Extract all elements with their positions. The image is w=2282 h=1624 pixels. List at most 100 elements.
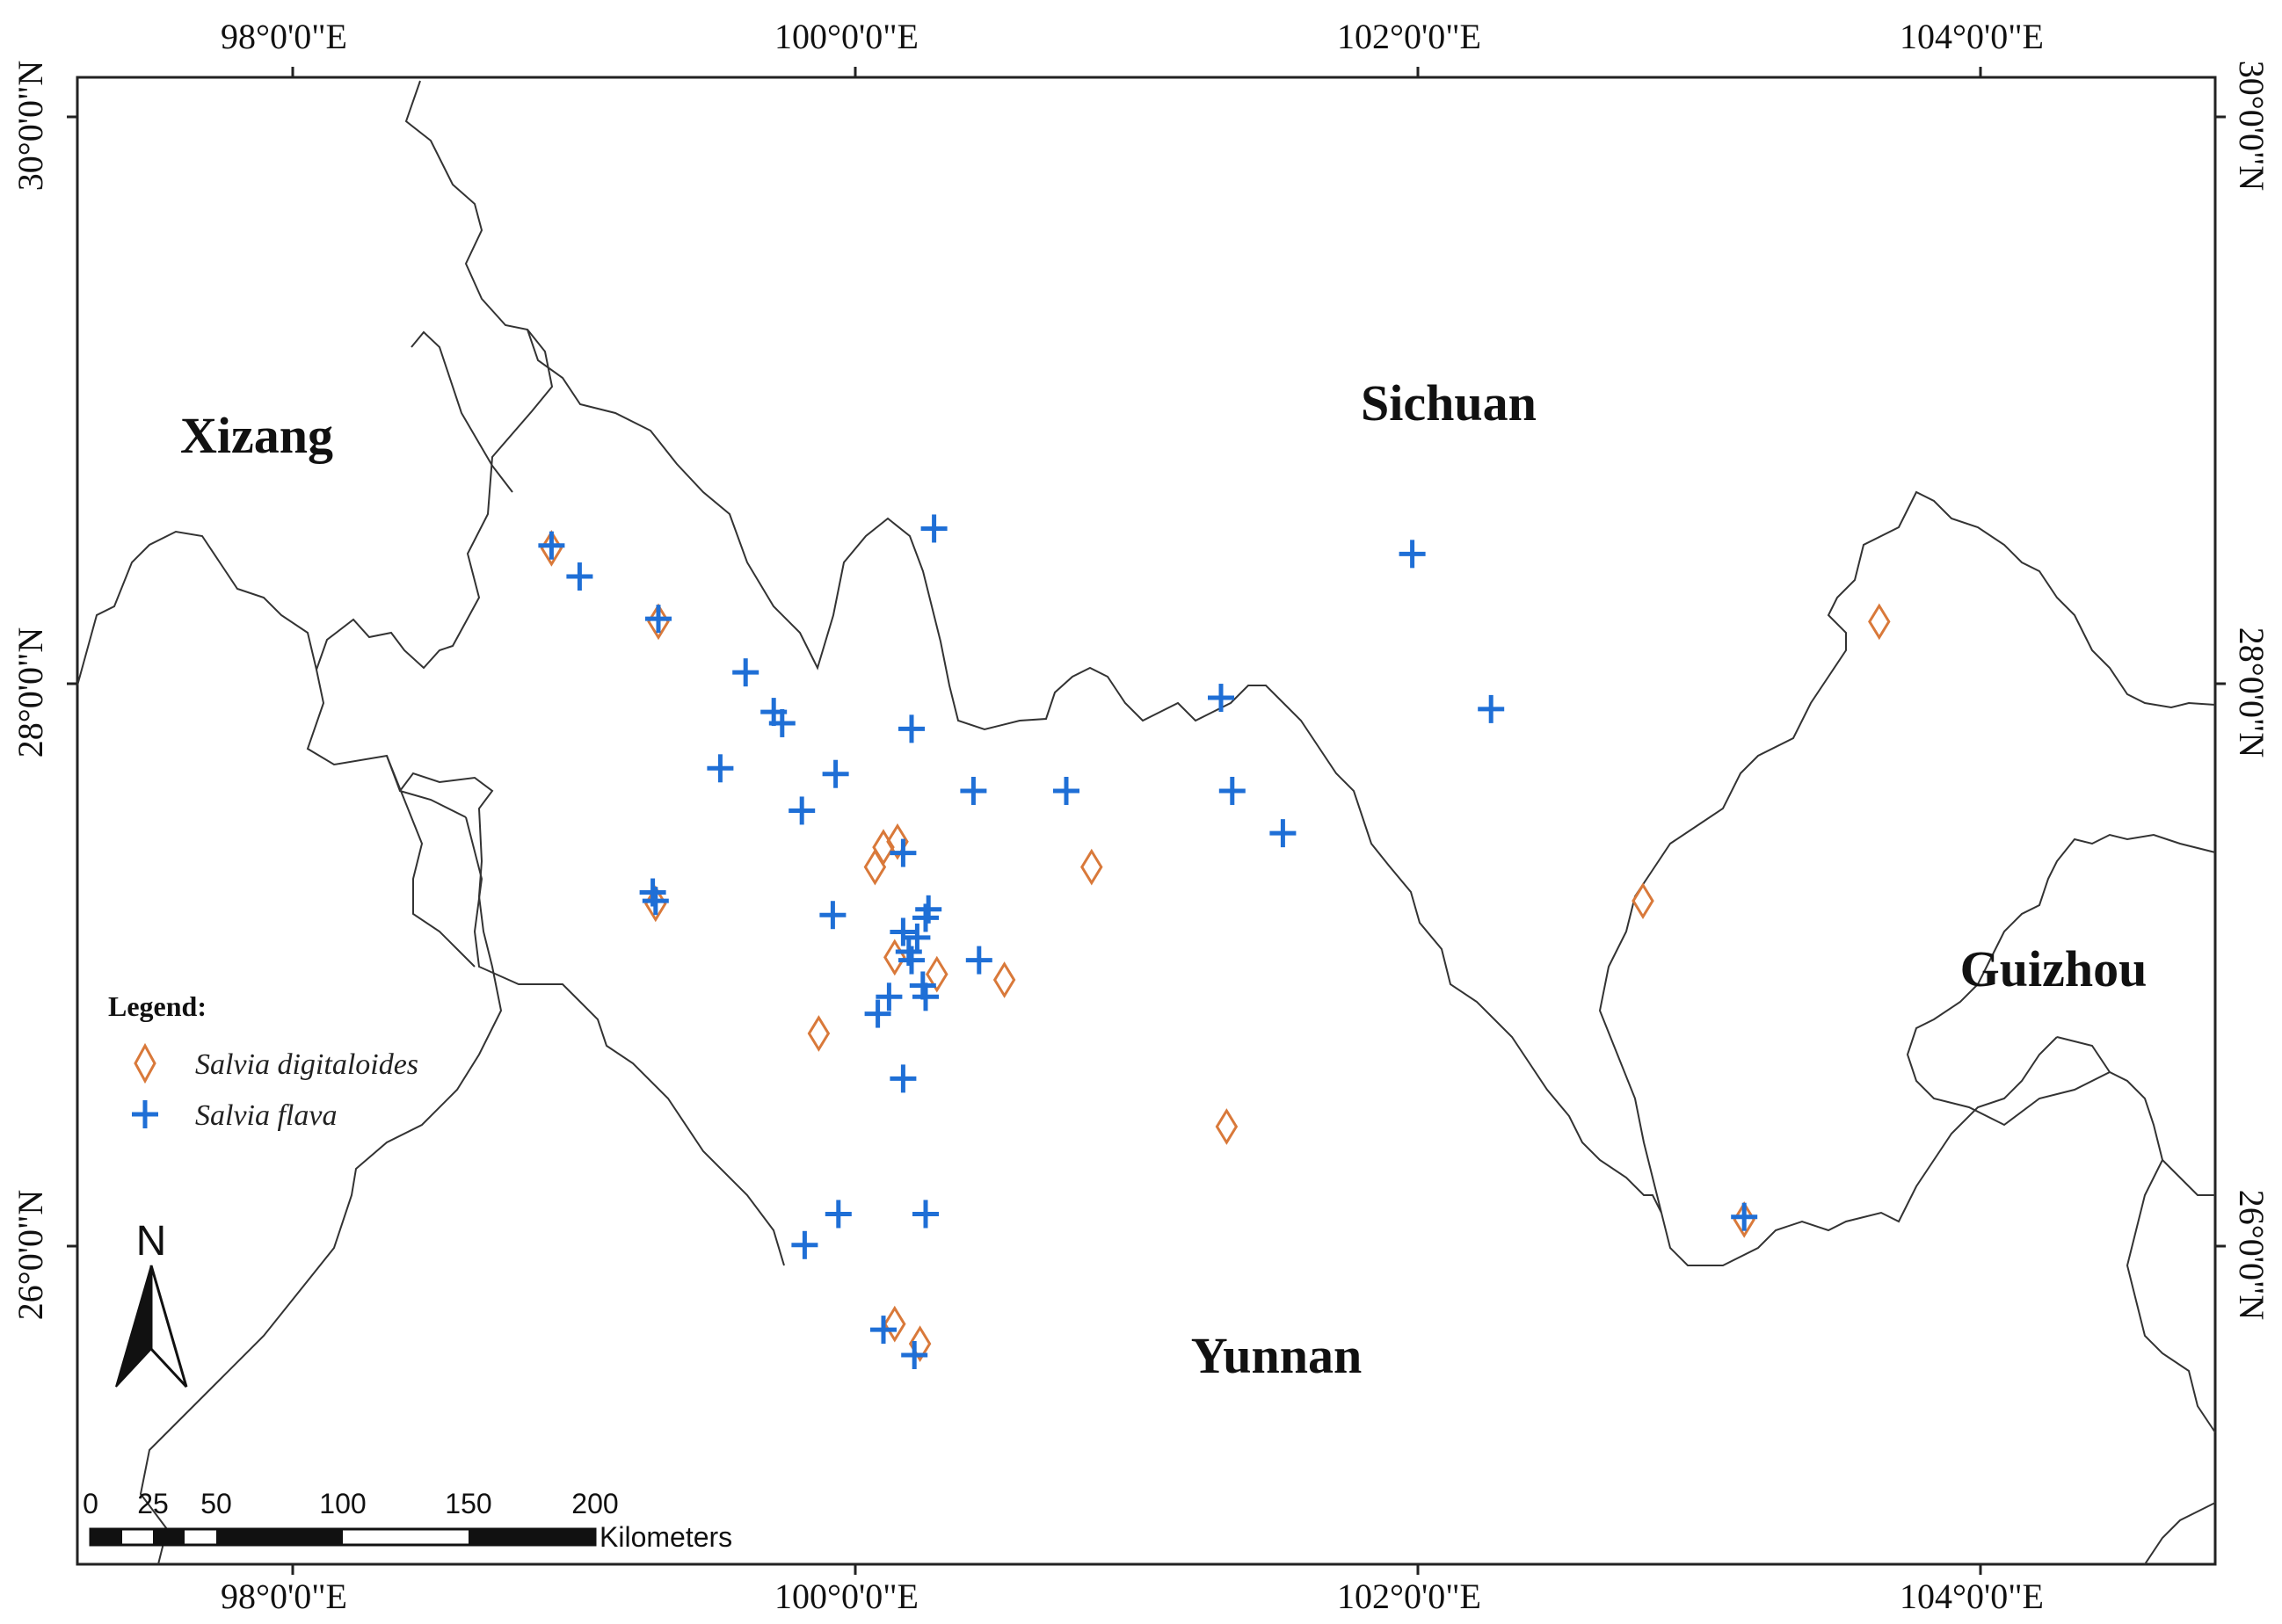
sichuan-yunnan-border-north	[465, 816, 785, 1266]
scale-tick-label: 150	[445, 1488, 491, 1519]
salvia-flava-point	[566, 562, 593, 591]
sichuan-yunnan-border-east	[1661, 1036, 2058, 1266]
salvia-flava-point	[890, 838, 917, 867]
salvia-flava-point	[898, 946, 925, 975]
salvia-flava-point	[1208, 684, 1234, 713]
scale-tick-label: 25	[137, 1488, 169, 1519]
lat-tick-label-right: 30°0'0"N	[2232, 61, 2271, 191]
salvia-flava-point	[538, 531, 565, 560]
salvia-flava-point	[864, 999, 891, 1028]
north-arrow-label: N	[136, 1218, 167, 1265]
salvia-digitaloides-point	[1632, 882, 1654, 920]
salvia-flava-point	[1478, 694, 1505, 723]
lon-tick-label-bottom: 102°0'0"E	[1337, 1577, 1481, 1616]
salvia-flava-point	[960, 776, 987, 805]
salvia-flava-point	[904, 923, 931, 952]
axis-ticks	[67, 67, 2226, 1575]
scale-segment	[153, 1529, 185, 1545]
yunnan-xizang-border-west	[76, 530, 317, 686]
salvia-flava-point	[890, 917, 917, 946]
scale-segment	[469, 1529, 595, 1545]
sichuan-guizhou-border	[1598, 490, 2216, 1214]
yunnan-border-bottom-right	[2144, 1502, 2216, 1565]
lon-tick-label-top: 104°0'0"E	[1900, 17, 2044, 56]
region-label-xizang: Xizang	[180, 407, 333, 464]
legend-label-flava: Salvia flava	[195, 1099, 337, 1132]
salvia-digitaloides-point	[540, 530, 563, 567]
salvia-flava-point	[912, 982, 939, 1011]
province-borders	[76, 80, 2216, 1565]
region-label-sichuan: Sichuan	[1361, 374, 1537, 431]
salvia-flava-point	[819, 901, 847, 930]
salvia-flava-point	[645, 605, 672, 634]
scale-unit-label: Kilometers	[600, 1521, 732, 1553]
lat-tick-label-right: 26°0'0"N	[2232, 1190, 2271, 1320]
salvia-flava-point	[890, 1064, 917, 1093]
salvia-digitaloides-point	[1080, 848, 1103, 886]
salvia-flava-point	[912, 903, 939, 932]
lat-tick-label-left: 26°0'0"N	[11, 1190, 50, 1320]
scale-segment	[216, 1529, 343, 1545]
salvia-flava-point	[1399, 540, 1426, 569]
salvia-flava-point	[768, 708, 796, 737]
scale-tick-label: 0	[83, 1488, 98, 1519]
salvia-flava-point	[965, 946, 992, 975]
salvia-digitaloides-point	[1215, 1108, 1239, 1145]
map-frame	[76, 76, 2217, 1566]
salvia-flava-point	[1731, 1202, 1758, 1231]
yunnan-myanmar-border	[139, 755, 503, 1565]
sichuan-border-upper	[527, 329, 1662, 1214]
salvia-digitaloides-point	[992, 961, 1016, 998]
salvia-digitaloides-point	[926, 955, 948, 993]
salvia-flava-point	[642, 887, 669, 916]
salvia-digitaloides-points	[540, 530, 1891, 1363]
legend-title: Legend:	[108, 990, 207, 1022]
salvia-flava-point	[732, 658, 759, 687]
xizang-inner-border	[411, 330, 513, 493]
north-arrow-right-icon	[149, 1265, 188, 1388]
salvia-flava-points	[538, 514, 1758, 1369]
salvia-flava-point	[870, 1316, 897, 1345]
lat-tick-label-left: 28°0'0"N	[11, 627, 50, 758]
lon-tick-label-top: 98°0'0"E	[221, 17, 347, 56]
salvia-flava-point	[912, 1200, 939, 1229]
salvia-flava-point	[1269, 819, 1297, 848]
north-arrow: N	[115, 1218, 188, 1388]
xizang-sichuan-border	[306, 80, 554, 818]
salvia-flava-point	[876, 982, 903, 1011]
lon-tick-label-top: 100°0'0"E	[774, 17, 919, 56]
salvia-digitaloides-point	[644, 885, 667, 923]
salvia-digitaloides-point	[1733, 1201, 1755, 1238]
salvia-digitaloides-point	[886, 823, 909, 860]
region-label-yunnan: Yunnan	[1191, 1327, 1363, 1384]
salvia-flava-point	[707, 754, 734, 783]
lon-tick-label-bottom: 98°0'0"E	[221, 1577, 347, 1616]
salvia-digitaloides-point	[908, 1325, 932, 1363]
salvia-flava-point	[1053, 776, 1079, 805]
lon-tick-label-bottom: 104°0'0"E	[1900, 1577, 2044, 1616]
scale-bar: 0 25 50 100 150 200 Kilometers	[83, 1488, 732, 1553]
scale-tick-label: 50	[200, 1488, 232, 1519]
region-label-guizhou: Guizhou	[1960, 940, 2148, 997]
lon-tick-label-top: 102°0'0"E	[1337, 17, 1481, 56]
salvia-flava-point	[822, 759, 849, 788]
salvia-digitaloides-point	[807, 1015, 831, 1052]
scale-tick-label: 100	[319, 1488, 366, 1519]
salvia-digitaloides-point	[647, 603, 670, 641]
lon-tick-label-bottom: 100°0'0"E	[774, 1577, 919, 1616]
salvia-flava-point	[789, 796, 816, 825]
lat-tick-label-right: 28°0'0"N	[2232, 627, 2271, 758]
guizhou-border-lower	[2056, 1036, 2215, 1196]
salvia-flava-point	[920, 514, 948, 543]
salvia-digitaloides-point	[863, 848, 887, 886]
legend: Legend: Salvia digitaloides Salvia flava	[108, 990, 418, 1132]
scale-segment	[91, 1529, 122, 1545]
salvia-digitaloides-point	[883, 1305, 906, 1343]
salvia-flava-point	[898, 714, 925, 743]
guizhou-border	[1906, 833, 2216, 1433]
salvia-flava-point	[1218, 776, 1246, 805]
salvia-digitaloides-point	[1868, 603, 1891, 641]
scale-tick-label: 200	[571, 1488, 618, 1519]
salvia-flava-point	[825, 1200, 852, 1229]
